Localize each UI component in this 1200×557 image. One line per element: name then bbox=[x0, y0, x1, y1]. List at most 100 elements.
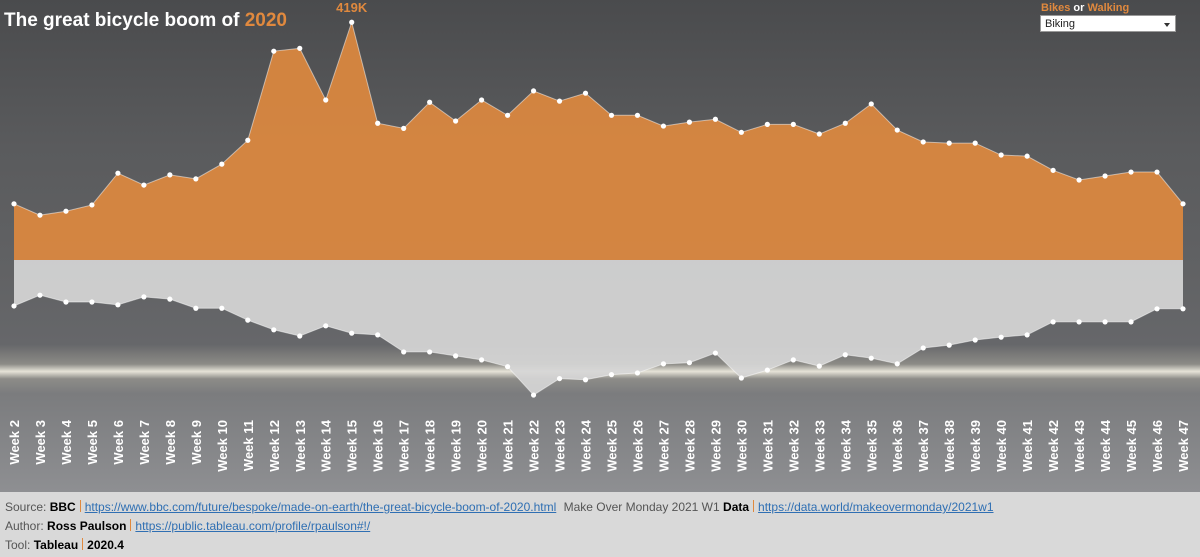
dropdown-caret[interactable] bbox=[1164, 23, 1170, 27]
point bbox=[920, 139, 926, 145]
point bbox=[89, 202, 95, 208]
point bbox=[453, 353, 459, 359]
point bbox=[1180, 201, 1186, 207]
x-tick-label: Week 14 bbox=[319, 419, 334, 472]
point bbox=[634, 370, 641, 376]
point bbox=[712, 350, 719, 356]
area bbox=[14, 22, 1183, 260]
point bbox=[1102, 173, 1108, 179]
x-tick-label: Week 4 bbox=[59, 419, 74, 464]
x-tick-label: Week 5 bbox=[85, 420, 100, 465]
separator bbox=[79, 500, 81, 512]
point bbox=[1154, 306, 1160, 312]
point bbox=[556, 375, 563, 382]
x-tick-label: Week 20 bbox=[475, 420, 490, 472]
separator bbox=[130, 519, 132, 531]
x-tick-label: Week 43 bbox=[1072, 420, 1087, 472]
point bbox=[375, 120, 381, 126]
tool: Tableau bbox=[33, 538, 79, 552]
point bbox=[946, 342, 952, 348]
x-tick-label: Week 19 bbox=[449, 420, 464, 472]
point bbox=[894, 361, 900, 367]
x-tick-label: Week 30 bbox=[734, 420, 749, 472]
x-tick-label: Week 38 bbox=[942, 420, 957, 472]
point bbox=[920, 345, 926, 351]
x-tick-label: Week 29 bbox=[708, 420, 723, 472]
point bbox=[790, 357, 796, 363]
point bbox=[556, 98, 563, 104]
point bbox=[1050, 319, 1056, 325]
x-tick-label: Week 3 bbox=[33, 420, 48, 465]
point bbox=[427, 349, 433, 355]
label: Author: bbox=[5, 519, 44, 533]
point bbox=[738, 129, 744, 135]
area bbox=[14, 260, 1183, 396]
point bbox=[11, 201, 17, 207]
point bbox=[764, 367, 770, 373]
point bbox=[297, 333, 303, 339]
x-tick-label: Week 9 bbox=[189, 420, 204, 465]
point bbox=[401, 349, 407, 355]
point bbox=[1076, 177, 1082, 183]
point bbox=[349, 19, 355, 25]
point bbox=[219, 161, 225, 167]
point bbox=[660, 123, 667, 129]
point bbox=[660, 361, 667, 367]
point bbox=[608, 112, 615, 118]
x-tick-label: Week 36 bbox=[890, 420, 905, 472]
point bbox=[1076, 319, 1082, 325]
x-tick-label: Week 23 bbox=[553, 420, 568, 472]
point bbox=[219, 305, 225, 311]
point bbox=[323, 97, 329, 103]
author-link[interactable]: https://public.tableau.com/profile/rpaul… bbox=[135, 519, 371, 533]
point bbox=[1128, 169, 1134, 175]
x-tick-label: Week 27 bbox=[656, 420, 671, 472]
point bbox=[1154, 169, 1160, 175]
point bbox=[323, 323, 329, 329]
x-tick-label: Week 45 bbox=[1124, 420, 1139, 472]
point bbox=[193, 176, 199, 182]
point bbox=[453, 118, 459, 124]
point bbox=[63, 299, 69, 305]
x-tick-label: Week 44 bbox=[1098, 419, 1113, 472]
title-highlight: 2020 bbox=[244, 10, 287, 31]
separator bbox=[753, 500, 755, 512]
point bbox=[530, 392, 537, 398]
x-tick-label: Week 41 bbox=[1020, 420, 1035, 472]
point bbox=[63, 208, 69, 214]
point bbox=[894, 127, 900, 133]
point bbox=[608, 372, 615, 378]
data-label: Data bbox=[723, 500, 750, 514]
point bbox=[686, 119, 693, 125]
point bbox=[115, 170, 121, 176]
source-link[interactable]: https://www.bbc.com/future/bespoke/made-… bbox=[84, 500, 557, 514]
point bbox=[764, 121, 770, 127]
point bbox=[998, 152, 1004, 158]
point bbox=[972, 140, 978, 146]
point bbox=[297, 45, 303, 51]
point bbox=[738, 375, 744, 381]
point bbox=[582, 90, 589, 96]
x-tick-label: Week 21 bbox=[501, 420, 516, 472]
point bbox=[167, 296, 173, 302]
x-tick-label: Week 47 bbox=[1176, 420, 1191, 472]
point bbox=[271, 48, 277, 54]
point bbox=[401, 125, 407, 131]
area-outline bbox=[13, 20, 1184, 216]
x-tick-label: Week 34 bbox=[838, 419, 853, 472]
point bbox=[1128, 319, 1134, 325]
legend-entry: Bikes bbox=[1041, 2, 1071, 14]
point bbox=[530, 88, 537, 94]
point bbox=[868, 355, 874, 361]
data-link[interactable]: https://data.world/makeovermonday/2021w1 bbox=[758, 500, 994, 514]
x-tick-label: Week 42 bbox=[1046, 420, 1061, 472]
legend-joiner: or bbox=[1070, 2, 1088, 14]
measure-selector[interactable]: Biking bbox=[1040, 15, 1176, 32]
point bbox=[141, 182, 147, 188]
point bbox=[816, 363, 822, 369]
data-note: Make Over Monday 2021 W1 bbox=[563, 500, 720, 514]
point bbox=[842, 120, 848, 126]
x-tick-label: Week 28 bbox=[682, 420, 697, 472]
selector-value: Biking bbox=[1045, 18, 1075, 30]
